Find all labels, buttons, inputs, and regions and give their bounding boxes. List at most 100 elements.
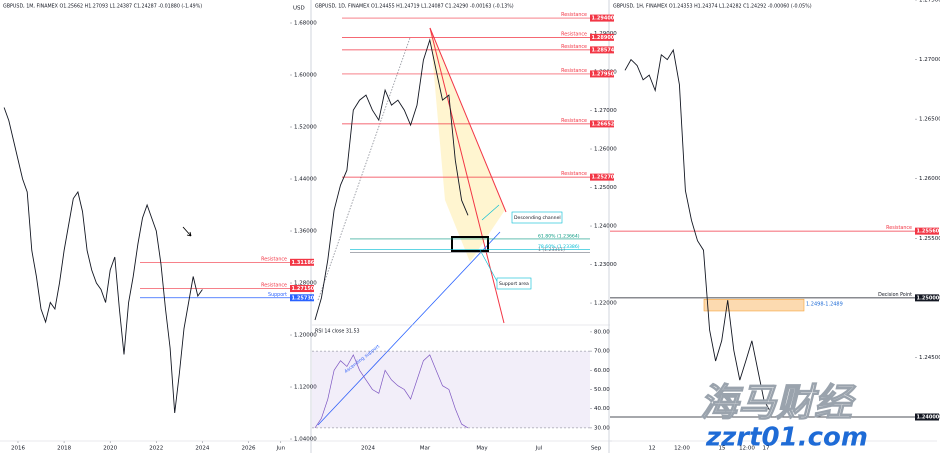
callout-box [496, 277, 532, 290]
y-tick-label: 1.26000 [594, 147, 617, 153]
watermark: zzrt01.com [705, 423, 868, 453]
level-tag: 1.25000 [917, 295, 940, 301]
level-tag: 1.25270 [592, 175, 615, 181]
level-tag: 1.26652 [592, 121, 615, 127]
fib-label: 78.60% (1.23386) [538, 244, 580, 250]
y-tick-label: 1.27000 [919, 57, 940, 63]
y-tick-label: 1.36000 [294, 229, 317, 235]
y-tick-label: 1.25500 [919, 236, 940, 242]
level-tag-box [590, 70, 614, 78]
level-tag: 1.25560 [917, 229, 940, 235]
level-label: Resistance [886, 225, 912, 231]
y-tick-label: 40.00 [594, 406, 610, 412]
x-tick-label: 12:00 [739, 446, 755, 452]
x-tick-label: 2020 [103, 446, 117, 452]
level-label: Resistance [561, 12, 587, 18]
level-tag-box [590, 120, 614, 128]
x-tick-label: Sep [591, 446, 602, 452]
level-tag-box [915, 227, 939, 235]
level-tag: 1.25730 [292, 295, 315, 301]
y-tick-label: 1.22000 [594, 301, 617, 307]
callout-line [479, 204, 500, 284]
support-box [451, 236, 489, 252]
ascending-support-line [317, 231, 501, 426]
price-line [624, 48, 771, 412]
y-tick-label: 1.04000 [294, 437, 317, 443]
y-tick-label: 1.25000 [594, 185, 617, 191]
rsi-line [314, 354, 469, 429]
fib-label: 61.80% (1.23664) [538, 233, 580, 239]
level-tag: 1.28900 [592, 35, 615, 41]
level-tag: 1.31186 [292, 260, 315, 266]
chart-header: GBPUSD, 1H, FINAMEX O1.24353 H1.24374 L1… [613, 4, 812, 10]
channel-fill [430, 30, 505, 262]
y-tick-label: 1.24000 [594, 224, 617, 230]
rsi-band [312, 351, 590, 428]
x-tick-label: 12:00 [674, 446, 690, 452]
y-tick-label: 1.27000 [594, 108, 617, 114]
level-tag-box [290, 294, 314, 302]
trend-line [317, 37, 411, 301]
y-tick-label: 1.23000 [594, 262, 617, 268]
level-tag: 1.24000 [917, 415, 940, 421]
x-tick-label: 2024 [361, 446, 375, 452]
level-label: Resistance [561, 171, 587, 177]
y-tick-label: 1.68000 [294, 21, 317, 27]
y-tick-label: 1.44000 [294, 177, 317, 183]
channel-line [429, 27, 505, 324]
y-tick-label: 80.00 [594, 329, 610, 335]
y-tick-label: 1.20000 [294, 333, 317, 339]
rsi-header: RSI 14 close 31.53 [315, 329, 360, 335]
level-label: Resistance [561, 31, 587, 37]
x-tick-label: 17 [763, 446, 770, 452]
x-tick-label: 2026 [242, 446, 256, 452]
level-tag-box [590, 46, 614, 54]
y-tick-label: 1.24500 [919, 355, 940, 361]
x-tick-label: May [476, 446, 488, 452]
price-line [3, 107, 203, 414]
y-tick-label: 1.26500 [919, 117, 940, 123]
x-tick-label: 2016 [11, 446, 25, 452]
y-tick-label: 1.60000 [294, 73, 317, 79]
chart-header: GBPUSD, 1M, FINAMEX O1.25662 H1.27093 L1… [3, 4, 202, 10]
channel-line [429, 27, 507, 213]
level-label: Resistance [561, 44, 587, 50]
level-tag-box [590, 33, 614, 41]
level-label: Support [268, 292, 287, 298]
zone-label: 1.2498-1.2489 [806, 302, 843, 308]
x-tick-label: Jul [535, 446, 543, 452]
level-tag-box [290, 285, 314, 293]
level-label: Resistance [261, 283, 287, 289]
y-tick-label: 1.12000 [294, 385, 317, 391]
chart-header: GBPUSD, 1D, FINAMEX O1.24455 H1.24719 L1… [315, 4, 514, 10]
annotation: Descending channel [514, 215, 561, 221]
x-tick-label: 2022 [149, 446, 163, 452]
price-line [314, 38, 469, 321]
level-tag-box [590, 14, 614, 22]
x-tick-label: Mar [420, 446, 431, 452]
y-tick-label: 30.00 [594, 425, 610, 431]
axis-unit: USD [293, 6, 305, 12]
level-tag: 1.29400 [592, 16, 615, 22]
x-tick-label: Jun [275, 446, 285, 452]
fib-label: 1 (1.23311) [538, 247, 565, 253]
arrow [182, 226, 192, 237]
level-tag-box [915, 413, 939, 421]
y-tick-label: 1.26000 [919, 176, 940, 182]
level-tag: 1.28574 [592, 47, 615, 53]
y-tick-label: 1.27500 [919, 0, 940, 4]
zone [703, 298, 805, 312]
y-tick-label: 1.52000 [294, 125, 317, 131]
y-tick-label: 70.00 [594, 349, 610, 355]
callout-box [511, 211, 563, 224]
level-tag-box [915, 294, 939, 302]
y-tick-label: 60.00 [594, 368, 610, 374]
watermark: 海马财经 [700, 381, 857, 425]
x-tick-label: 15 [719, 446, 726, 452]
level-tag: 1.27150 [292, 286, 315, 292]
x-tick-label: 2018 [57, 446, 71, 452]
y-tick-label: 50.00 [594, 387, 610, 393]
level-label: Resistance [261, 256, 287, 262]
